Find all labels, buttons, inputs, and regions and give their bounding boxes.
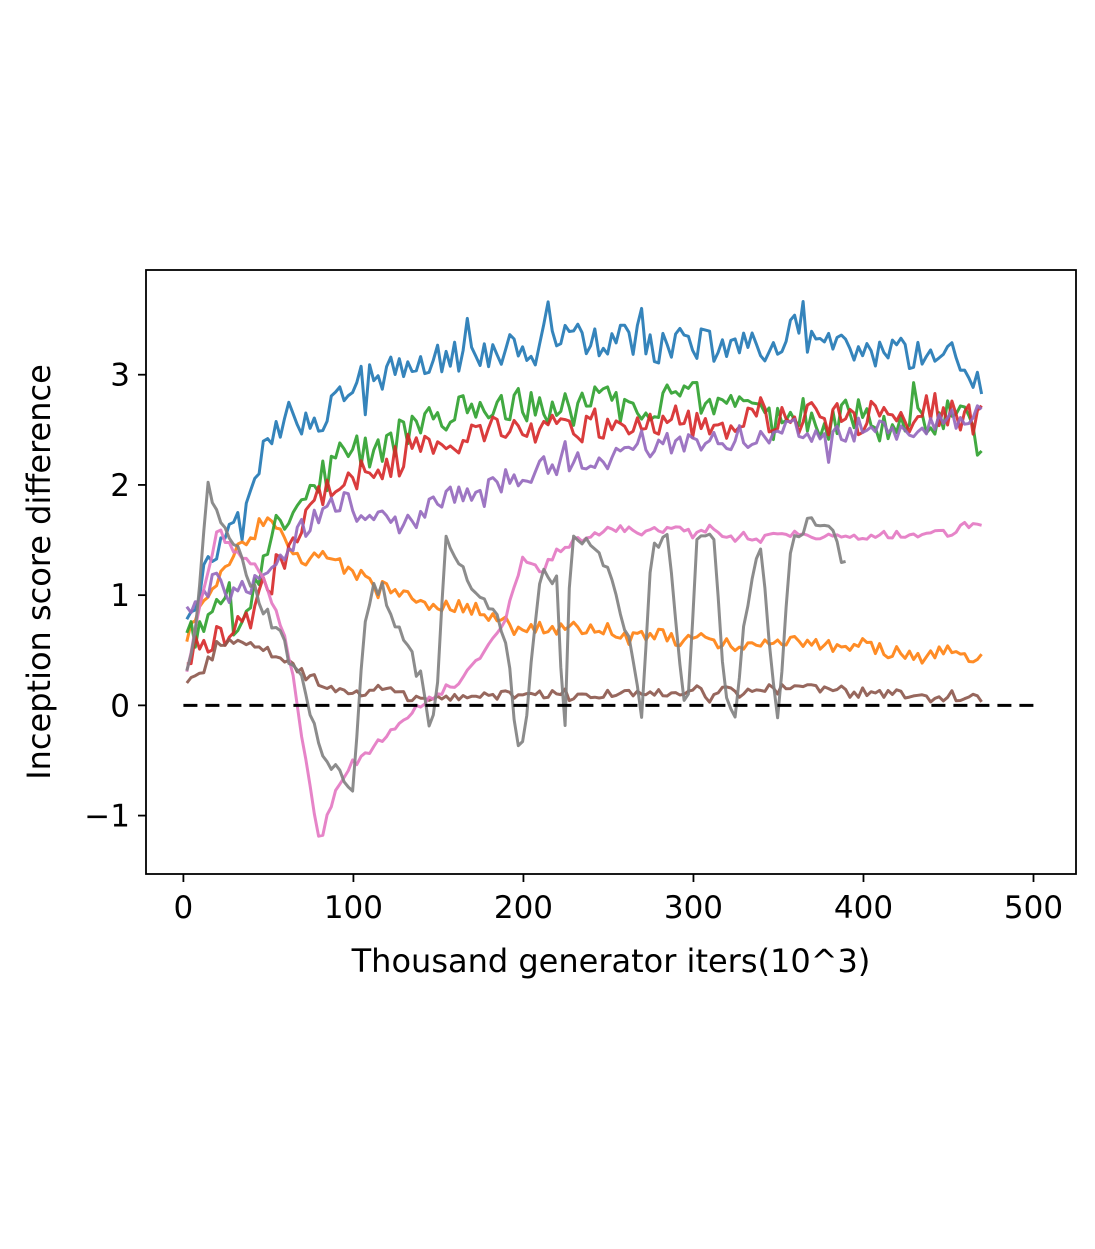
y-tick-label: 1 [110,578,130,614]
series-line-5 [185,404,983,615]
y-tick-label: 0 [110,688,130,724]
y-axis: −1 0 1 2 3 [84,358,146,835]
y-tick-label: 2 [110,468,130,504]
y-tick-label: 3 [110,358,130,394]
x-tick-label: 500 [1004,890,1063,926]
x-tick-label: 400 [834,890,893,926]
y-tick-label: −1 [84,799,130,835]
y-axis-label: Inception score difference [20,364,58,780]
series-line-6 [185,637,983,704]
x-tick-label: 0 [174,890,194,926]
series-layer [185,300,984,838]
x-axis-label: Thousand generator iters(10^3) [351,942,871,980]
series-line-1 [185,300,984,620]
series-line-4 [186,392,983,666]
x-tick-label: 100 [324,890,383,926]
x-axis: 0 100 200 300 400 500 [174,874,1063,926]
x-tick-label: 200 [494,890,553,926]
plot-frame [145,269,1077,875]
series-line-8 [185,480,846,793]
series-line-2 [185,516,983,665]
x-tick-label: 300 [664,890,723,926]
